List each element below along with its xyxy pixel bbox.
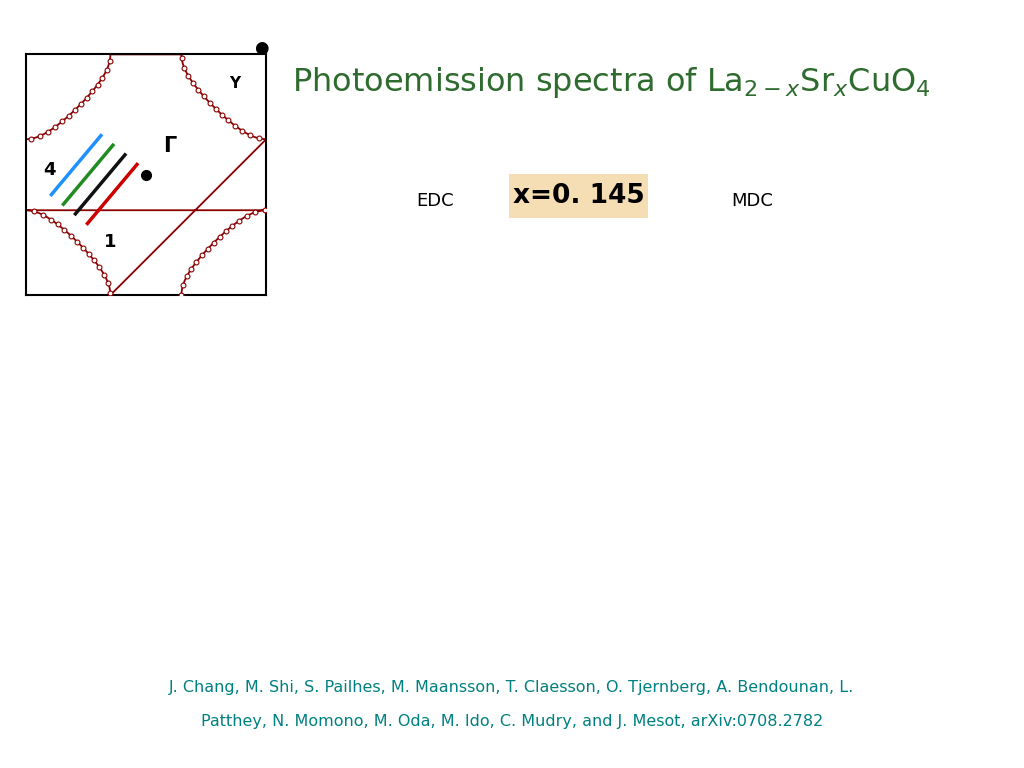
Text: Y: Y bbox=[229, 76, 241, 91]
Text: MDC: MDC bbox=[732, 192, 773, 210]
Text: Γ: Γ bbox=[164, 136, 176, 156]
Text: Photoemission spectra of La$_{2-x}$Sr$_x$CuO$_4$: Photoemission spectra of La$_{2-x}$Sr$_x… bbox=[292, 65, 931, 101]
Text: ●: ● bbox=[254, 39, 268, 58]
Text: J. Chang, M. Shi, S. Pailhes, M. Maansson, T. Claesson, O. Tjernberg, A. Bendoun: J. Chang, M. Shi, S. Pailhes, M. Maansso… bbox=[169, 680, 855, 695]
Text: 4: 4 bbox=[43, 161, 56, 179]
Text: Patthey, N. Momono, M. Oda, M. Ido, C. Mudry, and J. Mesot, arXiv:0708.2782: Patthey, N. Momono, M. Oda, M. Ido, C. M… bbox=[201, 714, 823, 730]
Text: 1: 1 bbox=[103, 233, 116, 251]
Text: x=0. 145: x=0. 145 bbox=[513, 183, 644, 209]
Text: EDC: EDC bbox=[417, 192, 454, 210]
